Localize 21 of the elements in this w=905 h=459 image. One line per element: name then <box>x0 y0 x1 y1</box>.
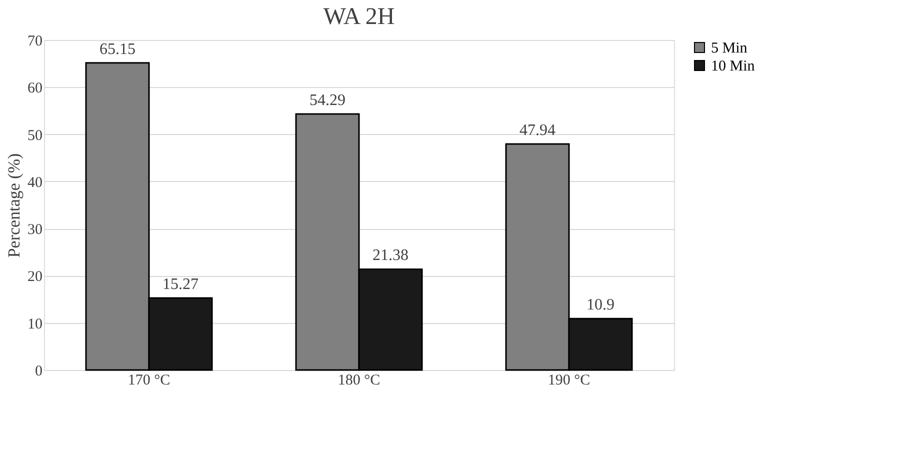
x-tick-label: 170 °C <box>128 372 170 388</box>
y-tick-label: 70 <box>28 34 42 50</box>
y-tick-label: 10 <box>28 316 42 332</box>
y-tick-label: 50 <box>28 128 42 144</box>
x-tick-label: 190 °C <box>548 372 590 388</box>
y-tick-label: 40 <box>28 174 42 191</box>
data-label: 10.9 <box>586 296 614 314</box>
y-tick-label: 60 <box>28 80 42 97</box>
data-label: 54.29 <box>310 92 346 110</box>
y-tick-label: 0 <box>35 364 42 380</box>
legend-label: 5 Min <box>711 40 748 56</box>
y-tick-label: 30 <box>28 222 42 238</box>
y-axis-title: Percentage (%) <box>4 153 24 258</box>
data-label: 21.38 <box>372 247 408 264</box>
legend-label: 10 Min <box>711 58 756 74</box>
data-label: 15.27 <box>162 276 198 294</box>
x-tick-label: 180 °C <box>338 372 380 388</box>
data-label: 65.15 <box>100 40 136 58</box>
chart-title: WA 2H <box>323 4 395 30</box>
y-tick-label: 20 <box>28 269 42 286</box>
data-label: 47.94 <box>520 122 556 139</box>
